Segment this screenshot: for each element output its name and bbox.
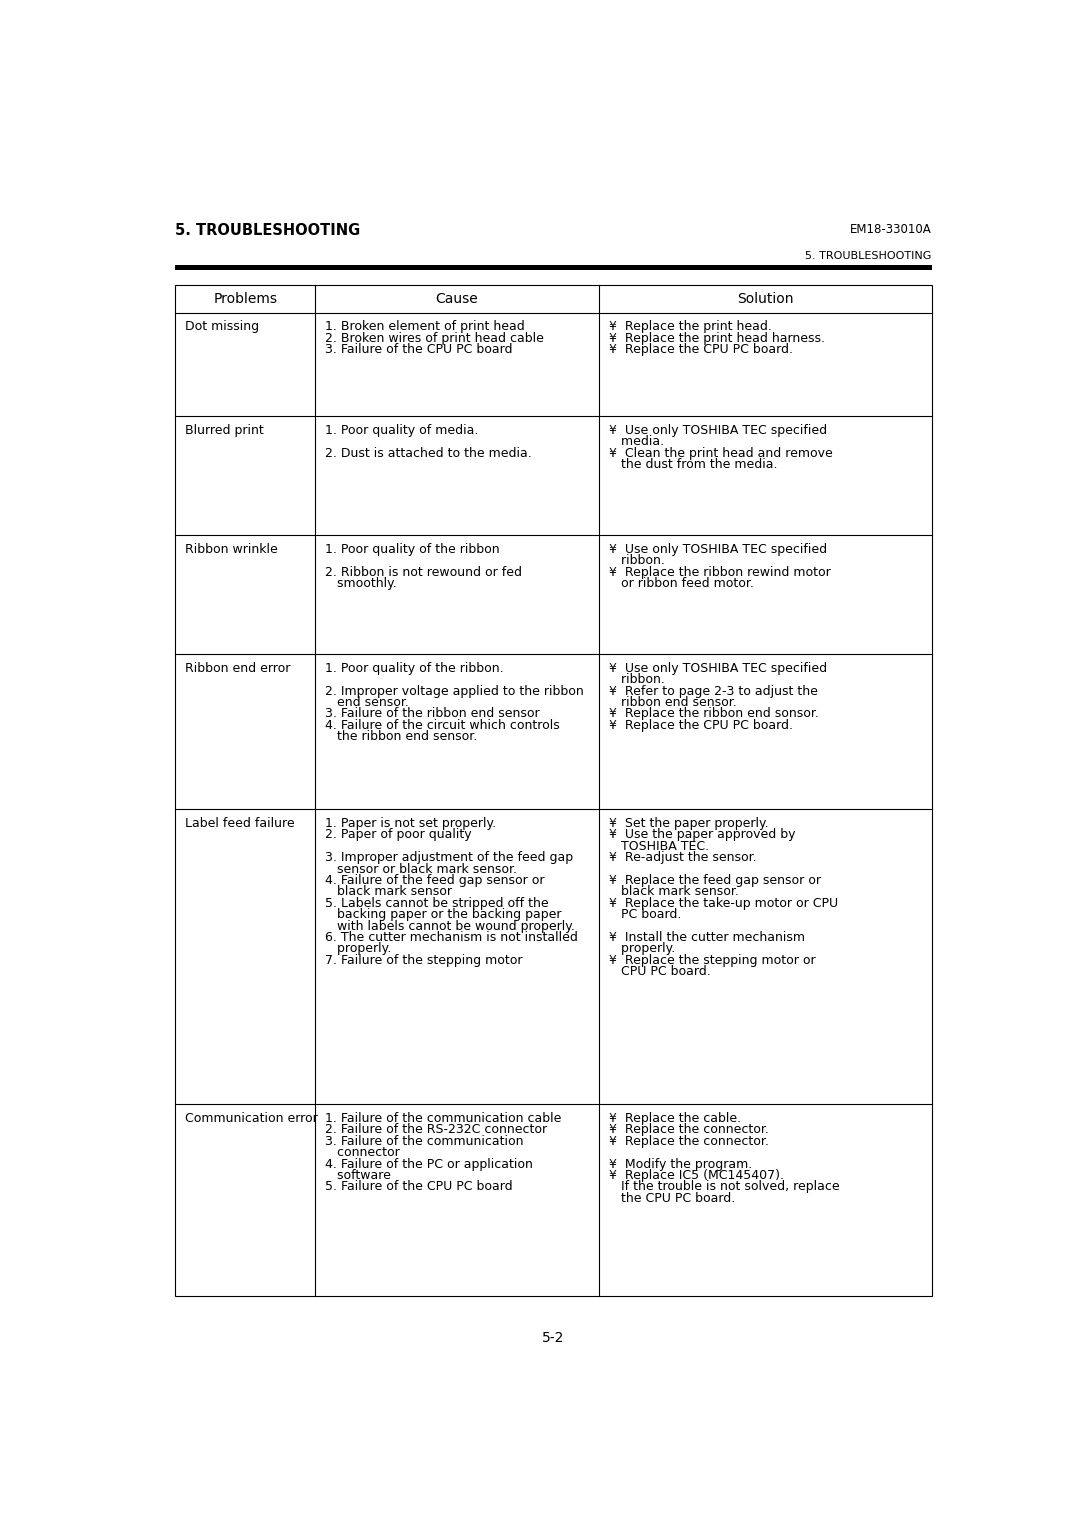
Text: smoothly.: smoothly. <box>325 576 397 590</box>
Text: ¥  Modify the program.: ¥ Modify the program. <box>609 1157 752 1171</box>
Text: 1. Failure of the communication cable: 1. Failure of the communication cable <box>325 1112 562 1125</box>
Text: black mark sensor: black mark sensor <box>325 886 453 898</box>
Text: ¥  Set the paper properly.: ¥ Set the paper properly. <box>609 817 769 830</box>
Text: the dust from the media.: the dust from the media. <box>609 458 778 471</box>
Text: ¥  Replace the ribbon rewind motor: ¥ Replace the ribbon rewind motor <box>609 566 831 578</box>
Text: backing paper or the backing paper: backing paper or the backing paper <box>325 909 562 921</box>
Text: Label feed failure: Label feed failure <box>186 817 295 830</box>
Text: ¥  Replace the stepping motor or: ¥ Replace the stepping motor or <box>609 953 815 967</box>
Text: ¥  Clean the print head and remove: ¥ Clean the print head and remove <box>609 447 833 459</box>
Text: 1. Poor quality of the ribbon.: 1. Poor quality of the ribbon. <box>325 662 504 676</box>
Text: 4. Failure of the feed gap sensor or: 4. Failure of the feed gap sensor or <box>325 874 544 888</box>
Text: Cause: Cause <box>435 291 478 305</box>
Text: ¥  Re-adjust the sensor.: ¥ Re-adjust the sensor. <box>609 851 757 865</box>
Text: 1. Poor quality of the ribbon: 1. Poor quality of the ribbon <box>325 543 500 557</box>
Text: 1. Poor quality of media.: 1. Poor quality of media. <box>325 424 478 436</box>
Text: ¥  Replace the print head harness.: ¥ Replace the print head harness. <box>609 332 825 345</box>
Text: If the trouble is not solved, replace: If the trouble is not solved, replace <box>609 1180 839 1194</box>
Bar <box>175 265 932 270</box>
Text: ¥  Replace the print head.: ¥ Replace the print head. <box>609 320 772 334</box>
Text: or ribbon feed motor.: or ribbon feed motor. <box>609 576 754 590</box>
Text: the CPU PC board.: the CPU PC board. <box>609 1191 735 1205</box>
Text: Blurred print: Blurred print <box>186 424 265 436</box>
Text: ¥  Replace the take-up motor or CPU: ¥ Replace the take-up motor or CPU <box>609 897 838 910</box>
Text: 1. Paper is not set properly.: 1. Paper is not set properly. <box>325 817 497 830</box>
Text: Dot missing: Dot missing <box>186 320 259 334</box>
Text: end sensor.: end sensor. <box>325 695 409 709</box>
Text: 1. Broken element of print head: 1. Broken element of print head <box>325 320 525 334</box>
Text: 7. Failure of the stepping motor: 7. Failure of the stepping motor <box>325 953 523 967</box>
Text: ¥  Replace the connector.: ¥ Replace the connector. <box>609 1124 769 1136</box>
Text: ¥  Replace the feed gap sensor or: ¥ Replace the feed gap sensor or <box>609 874 821 888</box>
Text: ribbon.: ribbon. <box>609 554 665 567</box>
Text: Solution: Solution <box>737 291 794 305</box>
Text: 6. The cutter mechanism is not installed: 6. The cutter mechanism is not installed <box>325 932 578 944</box>
Text: 5. TROUBLESHOOTING: 5. TROUBLESHOOTING <box>806 250 932 261</box>
Text: 3. Failure of the CPU PC board: 3. Failure of the CPU PC board <box>325 343 513 357</box>
Text: ¥  Use only TOSHIBA TEC specified: ¥ Use only TOSHIBA TEC specified <box>609 543 827 557</box>
Text: 3. Failure of the communication: 3. Failure of the communication <box>325 1135 524 1148</box>
Text: 3. Failure of the ribbon end sensor: 3. Failure of the ribbon end sensor <box>325 708 540 720</box>
Text: Communication error: Communication error <box>186 1112 319 1125</box>
Text: TOSHIBA TEC.: TOSHIBA TEC. <box>609 840 710 852</box>
Text: ¥  Use only TOSHIBA TEC specified: ¥ Use only TOSHIBA TEC specified <box>609 662 827 676</box>
Text: ¥  Replace the CPU PC board.: ¥ Replace the CPU PC board. <box>609 718 793 732</box>
Text: 2. Broken wires of print head cable: 2. Broken wires of print head cable <box>325 332 544 345</box>
Text: 2. Dust is attached to the media.: 2. Dust is attached to the media. <box>325 447 532 459</box>
Text: EM18-33010A: EM18-33010A <box>850 223 932 236</box>
Text: ¥  Install the cutter mechanism: ¥ Install the cutter mechanism <box>609 932 805 944</box>
Text: ¥  Replace the cable.: ¥ Replace the cable. <box>609 1112 741 1125</box>
Text: 5. Labels cannot be stripped off the: 5. Labels cannot be stripped off the <box>325 897 549 910</box>
Text: Ribbon end error: Ribbon end error <box>186 662 291 676</box>
Text: 5-2: 5-2 <box>542 1331 565 1345</box>
Text: ribbon.: ribbon. <box>609 673 665 686</box>
Text: 5. Failure of the CPU PC board: 5. Failure of the CPU PC board <box>325 1180 513 1194</box>
Text: media.: media. <box>609 435 664 448</box>
Text: black mark sensor.: black mark sensor. <box>609 886 739 898</box>
Text: properly.: properly. <box>325 942 392 956</box>
Text: ¥  Replace the ribbon end sonsor.: ¥ Replace the ribbon end sonsor. <box>609 708 819 720</box>
Text: PC board.: PC board. <box>609 909 681 921</box>
Text: 2. Improper voltage applied to the ribbon: 2. Improper voltage applied to the ribbo… <box>325 685 584 697</box>
Text: software: software <box>325 1170 391 1182</box>
Text: 2. Ribbon is not rewound or fed: 2. Ribbon is not rewound or fed <box>325 566 523 578</box>
Text: Ribbon wrinkle: Ribbon wrinkle <box>186 543 279 557</box>
Text: 2. Failure of the RS-232C connector: 2. Failure of the RS-232C connector <box>325 1124 548 1136</box>
Text: ¥  Use only TOSHIBA TEC specified: ¥ Use only TOSHIBA TEC specified <box>609 424 827 436</box>
Text: with labels cannot be wound properly.: with labels cannot be wound properly. <box>325 920 576 933</box>
Text: sensor or black mark sensor.: sensor or black mark sensor. <box>325 863 517 875</box>
Text: properly.: properly. <box>609 942 675 956</box>
Text: ¥  Replace the connector.: ¥ Replace the connector. <box>609 1135 769 1148</box>
Text: 4. Failure of the PC or application: 4. Failure of the PC or application <box>325 1157 534 1171</box>
Text: ¥  Replace IC5 (MC145407).: ¥ Replace IC5 (MC145407). <box>609 1170 784 1182</box>
Text: 2. Paper of poor quality: 2. Paper of poor quality <box>325 828 472 842</box>
Text: CPU PC board.: CPU PC board. <box>609 965 711 978</box>
Text: connector: connector <box>325 1147 400 1159</box>
Text: ¥  Replace the CPU PC board.: ¥ Replace the CPU PC board. <box>609 343 793 357</box>
Text: Problems: Problems <box>213 291 278 305</box>
Text: 4. Failure of the circuit which controls: 4. Failure of the circuit which controls <box>325 718 561 732</box>
Text: 5. TROUBLESHOOTING: 5. TROUBLESHOOTING <box>175 223 361 238</box>
Text: ribbon end sensor.: ribbon end sensor. <box>609 695 737 709</box>
Text: ¥  Refer to page 2-3 to adjust the: ¥ Refer to page 2-3 to adjust the <box>609 685 818 697</box>
Text: ¥  Use the paper approved by: ¥ Use the paper approved by <box>609 828 796 842</box>
Bar <box>175 285 932 1296</box>
Text: 3. Improper adjustment of the feed gap: 3. Improper adjustment of the feed gap <box>325 851 573 865</box>
Text: the ribbon end sensor.: the ribbon end sensor. <box>325 730 477 743</box>
